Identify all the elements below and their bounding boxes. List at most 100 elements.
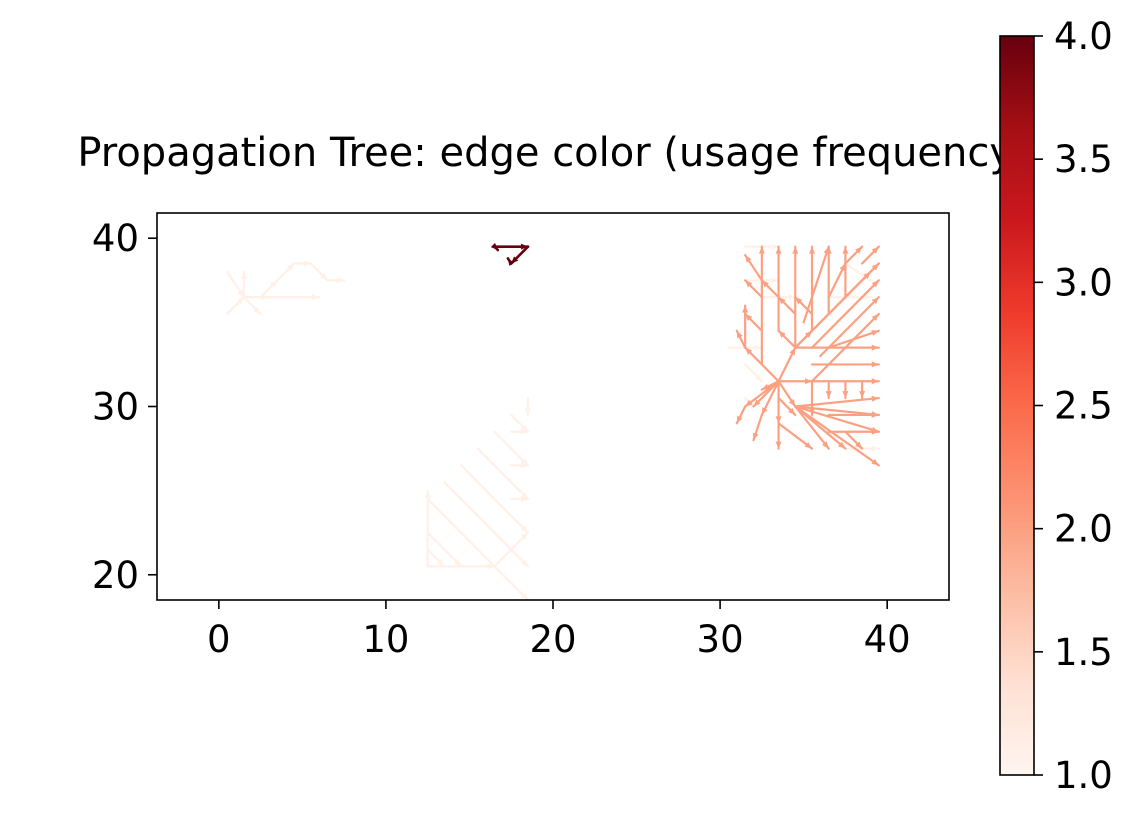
edge-segment [794,405,830,450]
edge-arrowhead [788,294,796,301]
edge-arrowhead [778,297,786,305]
edge-arrowhead [871,263,879,271]
edge-segment [426,497,530,600]
edge-arrowhead [745,313,753,322]
edge-arrowhead [761,407,768,415]
edge-arrowhead [842,391,849,399]
edge-arrowhead [775,416,782,424]
edge-arrowhead [838,441,846,449]
edge-arrowhead [871,378,879,385]
edge-arrowhead [871,297,879,305]
x-tick-label: 0 [207,618,231,661]
edge-arrowhead [871,344,879,351]
edge-arrowhead [871,361,879,368]
edge-arrowhead [871,280,879,288]
edge-arrowhead [855,246,863,254]
edge-arrowhead [520,243,528,250]
edge-segment [794,405,880,417]
edge-arrowhead [842,246,849,254]
edge-arrowhead [237,289,244,298]
edge-arrowhead [454,559,462,567]
colorbar-tick-label: 2.5 [1054,385,1113,428]
edge-arrowhead [240,271,247,279]
edge-arrowhead [312,294,320,301]
chart-title: Propagation Tree: edge color (usage freq… [77,130,1028,176]
edge-arrowhead [745,280,753,288]
edge-arrowhead [753,399,761,407]
colorbar-tick-label: 3.0 [1054,261,1113,304]
edge-arrowhead [778,330,786,338]
colorbar: 1.0 1.5 2.0 2.5 3.0 3.5 4.0 [999,15,1113,797]
colorbar-gradient [1000,36,1034,775]
colorbar-tick-label: 1.5 [1054,631,1113,674]
series-frequency-2 [735,245,880,467]
edge-arrowhead [507,258,515,266]
y-axis: 20 30 40 [92,217,157,597]
edge-arrowhead [795,297,803,305]
edge-arrowhead [520,491,528,500]
edge-segment [802,270,872,341]
edge-segment [827,329,880,349]
edge-segment [794,405,880,467]
edge-arrowhead [742,305,749,313]
edge-arrowhead [771,277,779,284]
colorbar-tick-label: 1.0 [1054,754,1113,797]
edge-segment [426,531,463,568]
edge-arrowhead [752,432,759,441]
edge-segment [476,447,530,501]
colorbar-ticks: 1.0 1.5 2.0 2.5 3.0 3.5 4.0 [1034,15,1113,797]
y-tick-label: 30 [92,386,139,429]
edge-arrowhead [520,424,528,432]
edge-arrowhead [754,374,762,382]
x-tick-label: 10 [362,618,409,661]
edge-arrowhead [754,344,762,351]
y-tick-label: 20 [92,554,139,597]
edge-segment [794,396,880,408]
edge-arrowhead [871,458,879,466]
edge-arrowhead [871,395,879,402]
vector-segments [226,242,880,600]
edge-arrowhead [261,294,269,301]
edge-arrowhead [736,415,743,424]
edge-arrowhead [520,458,528,466]
edge-arrowhead [788,407,796,415]
edge-arrowhead [736,330,743,339]
edge-arrowhead [804,441,812,449]
edge-arrowhead [511,256,519,264]
edge-arrowhead [871,313,879,322]
y-tick-label: 40 [92,217,139,260]
edge-arrowhead [424,490,431,498]
edge-arrowhead [808,246,815,254]
edge-arrowhead [303,260,311,267]
edge-arrowhead [825,391,832,399]
edge-arrowhead [839,263,846,272]
edge-arrowhead [871,428,879,435]
colorbar-tick-label: 3.5 [1054,138,1113,181]
edge-arrowhead [520,525,528,533]
edge-segment [794,405,847,450]
edge-arrowhead [520,532,528,540]
edge-arrowhead [745,399,753,407]
edge-arrowhead [437,559,445,567]
edge-arrowhead [804,330,812,338]
edge-arrowhead [520,496,528,503]
edge-arrowhead [788,399,796,407]
edge-segment [443,481,530,568]
edge-arrowhead [520,592,528,600]
x-tick-label: 30 [697,618,744,661]
edge-arrowhead [236,297,244,305]
edge-arrowhead [855,441,863,449]
edge-arrowhead [771,243,779,250]
x-axis: 0 10 20 30 40 [207,600,911,661]
edge-arrowhead [487,563,495,570]
edge-arrowhead [520,462,528,469]
edge-segment [493,430,530,467]
series-frequency-4 [490,242,530,266]
edge-arrowhead [524,407,531,415]
edge-arrowhead [871,411,879,418]
edge-arrowhead [286,263,295,271]
edge-arrowhead [490,242,498,251]
edge-segment [460,464,530,534]
edge-arrowhead [804,378,812,385]
